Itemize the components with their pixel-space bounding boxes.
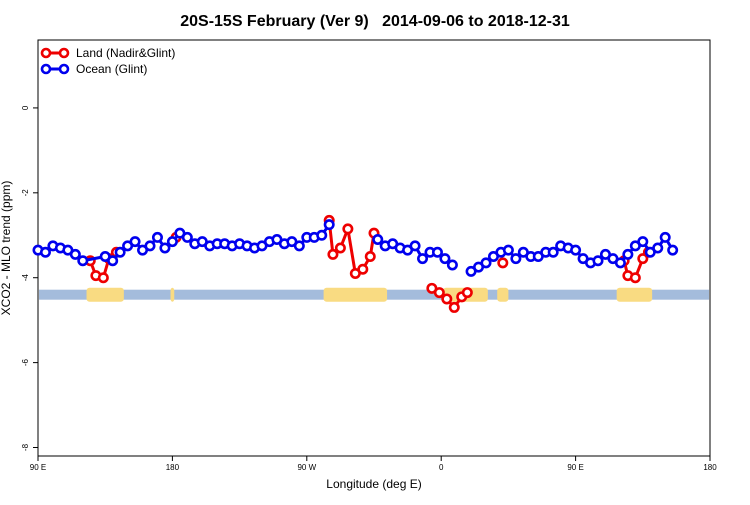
land-strip-segment xyxy=(497,287,509,302)
x-axis-label: Longitude (deg E) xyxy=(326,477,421,491)
data-point xyxy=(570,244,582,256)
data-point xyxy=(107,255,119,267)
series-ocean xyxy=(32,219,679,277)
legend-marker xyxy=(40,63,52,75)
data-point xyxy=(622,248,634,260)
data-point xyxy=(97,272,109,284)
data-point xyxy=(502,244,514,256)
data-point xyxy=(114,246,126,258)
x-tick-label: 90 W xyxy=(297,463,316,472)
data-point xyxy=(327,248,339,260)
x-tick-label: 0 xyxy=(439,463,444,472)
data-point xyxy=(637,236,649,248)
data-point xyxy=(592,255,604,267)
data-point xyxy=(129,236,141,248)
y-tick-label: -6 xyxy=(21,359,30,367)
legend-label: Ocean (Glint) xyxy=(76,62,147,76)
land-ocean-strip xyxy=(39,287,709,302)
data-point xyxy=(433,287,445,299)
legend-marker xyxy=(40,47,52,59)
data-point xyxy=(293,240,305,252)
x-tick-label: 180 xyxy=(166,463,180,472)
land-strip-segment xyxy=(616,287,653,302)
data-point xyxy=(357,263,369,275)
legend: Land (Nadir&Glint) Ocean (Glint) xyxy=(40,46,175,76)
data-point xyxy=(439,253,451,265)
data-point xyxy=(629,272,641,284)
data-point xyxy=(334,242,346,254)
y-axis: 0 -2 -4 -6 -8 xyxy=(21,105,38,451)
data-point xyxy=(323,219,335,231)
data-point xyxy=(342,223,354,235)
data-point xyxy=(417,253,429,265)
x-tick-label: 90 E xyxy=(30,463,46,472)
land-strip-segment xyxy=(86,287,124,302)
y-tick-label: -8 xyxy=(21,443,30,451)
data-point xyxy=(637,253,649,265)
x-axis: 90 E 180 90 W 0 90 E 180 xyxy=(30,456,717,472)
data-point xyxy=(316,229,328,241)
series-layer xyxy=(32,214,679,313)
data-point xyxy=(652,242,664,254)
data-point xyxy=(448,301,460,313)
legend-label: Land (Nadir&Glint) xyxy=(76,46,175,60)
data-point xyxy=(166,236,178,248)
data-point xyxy=(364,250,376,262)
data-point xyxy=(614,257,626,269)
data-point xyxy=(151,231,163,243)
y-tick-label: -4 xyxy=(21,274,30,282)
data-point xyxy=(461,287,473,299)
data-point xyxy=(667,244,679,256)
x-tick-label: 90 E xyxy=(567,463,583,472)
data-point xyxy=(547,246,559,258)
chart-title: 20S-15S February (Ver 9) 2014-09-06 to 2… xyxy=(180,13,570,30)
y-axis-label: XCO2 - MLO trend (ppm) xyxy=(0,181,13,316)
data-point xyxy=(181,231,193,243)
legend-marker xyxy=(58,63,70,75)
data-point xyxy=(144,240,156,252)
data-point xyxy=(69,248,81,260)
data-point xyxy=(159,242,171,254)
data-point xyxy=(497,257,509,269)
y-tick-label: -2 xyxy=(21,189,30,197)
legend-marker xyxy=(58,47,70,59)
data-point xyxy=(409,240,421,252)
data-point xyxy=(446,259,458,271)
data-point xyxy=(480,257,492,269)
data-point xyxy=(372,234,384,246)
land-strip-segment xyxy=(170,287,175,302)
x-tick-label: 180 xyxy=(703,463,717,472)
data-point xyxy=(77,255,89,267)
data-point xyxy=(431,246,443,258)
data-point xyxy=(441,293,453,305)
data-point xyxy=(659,231,671,243)
data-point xyxy=(39,246,51,258)
y-tick-label: 0 xyxy=(21,105,30,110)
data-point xyxy=(510,253,522,265)
land-strip-segment xyxy=(323,287,388,302)
